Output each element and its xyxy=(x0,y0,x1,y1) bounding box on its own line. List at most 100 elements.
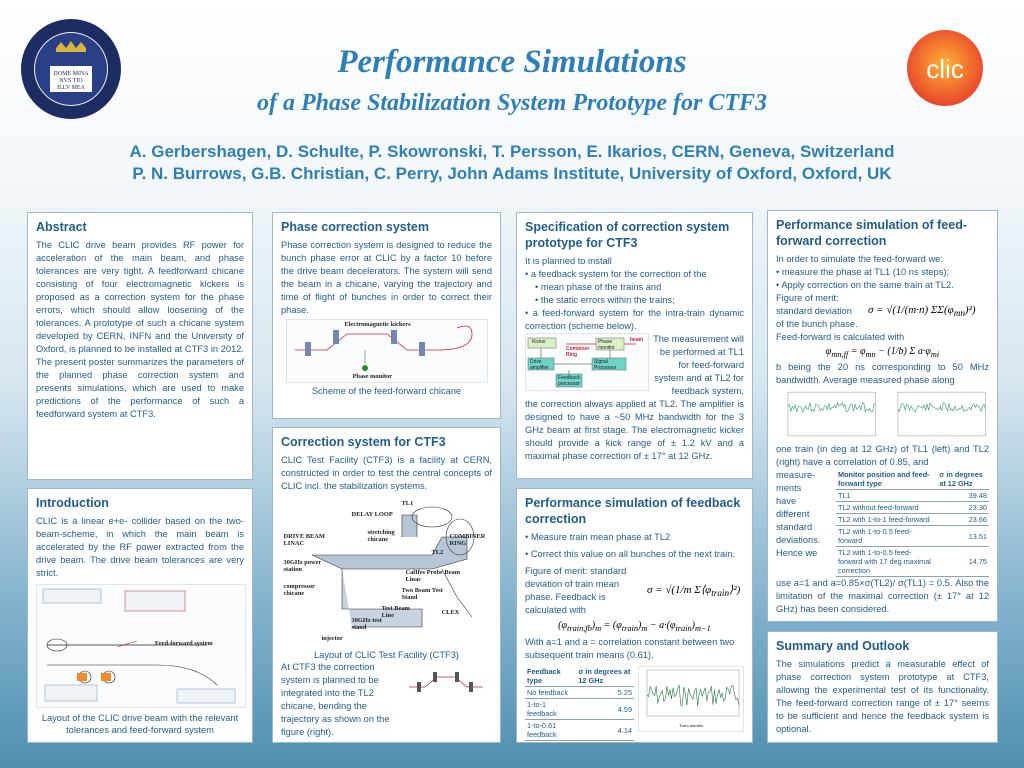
specification-bullet-1b: • the static errors within the trains; xyxy=(535,295,675,305)
introduction-panel: Introduction CLIC is a linear e+e- colli… xyxy=(27,488,253,743)
kickers-label: Electromagnetic kickers xyxy=(344,321,411,328)
specification-panel: Specification of correction system proto… xyxy=(516,212,753,479)
plot-trace xyxy=(787,401,876,413)
ctf3-label-califes: CalIfes Probe Beam Linac xyxy=(405,569,461,583)
ctf3-label-tl1: TL1 xyxy=(401,500,414,507)
feedforward-correction-formula: φmn,ff = φmn − (1/b) Σ a·φmi xyxy=(825,346,940,359)
summary-heading: Summary and Outlook xyxy=(776,639,910,653)
feedback-fom: Figure of merit: standard deviation of t… xyxy=(525,566,627,615)
diagram-feedback: Feedback processor xyxy=(558,375,580,387)
feedback-table-header: σ in degrees at 12 GHz xyxy=(576,666,634,687)
plot-trace xyxy=(897,401,986,413)
feedforward-fom-3: of the bunch phase. xyxy=(776,319,858,329)
table-row: 1-to-1 feedback 4.59 xyxy=(525,698,634,720)
table-cell: 1-to-0.61 feedback xyxy=(525,719,577,741)
diagram-ring: Combiner Ring xyxy=(566,346,590,358)
ff-table-header: σ in degrees at 12 GHz xyxy=(937,469,989,490)
chicane-scheme-figure: Electromagnetic kickers Phase monitor xyxy=(285,319,488,383)
table-cell: TL2 with 1-to-0.5 feed-forward xyxy=(836,525,938,547)
ff-table-header: Monitor position and feed-forward type xyxy=(836,469,938,490)
phase-correction-text: Phase correction system is designed to r… xyxy=(281,240,492,315)
table-cell: 13.51 xyxy=(937,525,989,547)
clic-logo: clic xyxy=(907,30,983,106)
table-row: TL2 with 1-to-0.5 feed-forward 13.51 xyxy=(836,525,989,547)
plot-frame xyxy=(897,391,986,437)
ctf3-label-30ghz-power: 30GHz power station xyxy=(283,559,322,573)
table-row: TL2 without feed-forward 23.30 xyxy=(836,501,989,514)
table-cell: 4.59 xyxy=(576,698,634,720)
svg-text:NVS TIO: NVS TIO xyxy=(59,78,83,84)
abstract-panel: Abstract The CLIC drive beam provides RF… xyxy=(27,212,253,480)
side-word: Hence we xyxy=(776,548,818,558)
feedforward-fom-1: Figure of merit: xyxy=(776,293,839,303)
feedforward-table: Monitor position and feed-forward type σ … xyxy=(836,469,989,577)
oxford-seal-logo: DOME MINA NVS TIO ILLV MEA xyxy=(21,19,121,119)
side-word: deviations. xyxy=(776,535,821,545)
phase-correction-heading: Phase correction system xyxy=(281,220,429,234)
clic-drive-beam-layout-figure: Feed-forward system xyxy=(36,584,246,708)
feedback-table-header: Feedback type xyxy=(525,666,577,687)
feedforward-text1: In order to simulate the feed-forward we… xyxy=(776,254,943,264)
feedforward-text3: use a=1 and a=0.85×σ(TL2)/ σ(TL1) = 0.5.… xyxy=(776,578,989,614)
ctf3-label-injector: injector xyxy=(321,635,343,642)
phase-monitor-label: Phase monitor xyxy=(352,373,393,380)
clic-logo-text: clic xyxy=(926,54,964,84)
side-word: different xyxy=(776,509,810,519)
table-cell: TL2 with 1-to-1 feed-forward xyxy=(836,513,938,526)
feedforward-calc: Feed-forward is calculated with xyxy=(776,332,905,342)
correction-ctf3-text: CLIC Test Facility (CTF3) is a facility … xyxy=(281,455,492,491)
feedforward-fom-2: standard deviation xyxy=(776,306,852,316)
feedforward-panel: Performance simulation of feed-forward c… xyxy=(767,210,998,622)
poster-title: Performance Simulations xyxy=(337,44,687,80)
feedback-bullet-1: • Measure train mean phase at TL2 xyxy=(525,532,671,542)
table-cell: 5.25 xyxy=(576,686,634,699)
specification-side-text: The measurement will be performed at TL1… xyxy=(653,334,744,396)
feed-forward-system-label: Feed-forward system xyxy=(155,640,213,647)
side-word: ments xyxy=(776,483,802,493)
feedback-chart-xlabel: Train number xyxy=(679,723,704,728)
introduction-caption: Layout of the CLIC drive beam with the r… xyxy=(41,713,239,735)
introduction-text: CLIC is a linear e+e- collider based on … xyxy=(36,516,244,578)
feedforward-bullet-1: • measure the phase at TL1 (10 ns steps)… xyxy=(776,267,950,277)
diagram-signal: Signal Processor xyxy=(594,359,617,371)
specification-bullet-1a: • mean phase of the trains and xyxy=(535,282,662,292)
diagram-phase-monitor: Phase monitor xyxy=(598,339,615,351)
table-cell: TL2 without feed-forward xyxy=(836,501,938,514)
correction-scheme-diagram: Kicker Phase monitor Combiner Ring beam … xyxy=(525,333,649,391)
table-cell: 4.14 xyxy=(576,719,634,741)
specification-bullet-2: • a feed-forward system for the intra-tr… xyxy=(525,308,744,331)
tl1-phase-chart xyxy=(787,391,876,437)
summary-panel: Summary and Outlook The simulations pred… xyxy=(767,631,998,743)
svg-text:ILLV MEA: ILLV MEA xyxy=(57,85,86,91)
feedback-correction-formula: (φtrain,fb)m = (φtrain)m − a·(φtrain)m−1 xyxy=(558,620,711,633)
feedback-panel: Performance simulation of feedback corre… xyxy=(516,488,753,743)
specification-heading: Specification of correction system proto… xyxy=(525,220,730,250)
ctf3-layout-figure: TL1 DELAY LOOP DRIVE BEAM LINAC 30GHz po… xyxy=(281,497,492,647)
poster-subtitle: of a Phase Stabilization System Prototyp… xyxy=(256,90,767,116)
correction-ctf3-panel: Correction system for CTF3 CLIC Test Fac… xyxy=(272,427,501,743)
phase-correction-panel: Phase correction system Phase correction… xyxy=(272,212,501,419)
feedforward-text2: one train (in deg at 12 GHz) of TL1 (lef… xyxy=(776,444,989,467)
ctf3-label-two-beam: Two Beam Test Stand xyxy=(401,587,443,601)
feedforward-sigma-formula: σ = √(1/(m·n) ΣΣ(φmn)²) xyxy=(868,304,976,319)
feedforward-b-text: b being the 20 ns corresponding to 50 MH… xyxy=(776,362,989,385)
tl2-chicane-figure xyxy=(409,672,483,692)
plot-frame xyxy=(787,391,876,437)
table-cell: 23.30 xyxy=(937,501,989,514)
diagram-kicker: Kicker xyxy=(532,339,546,345)
ctf3-label-tl2: TL2 xyxy=(431,549,444,556)
specification-intro: It is planned to install xyxy=(525,256,612,266)
introduction-heading: Introduction xyxy=(36,496,109,510)
table-row: TL2 with 1-to-1 feed-forward 23.66 xyxy=(836,513,989,526)
table-cell: 14.75 xyxy=(937,546,989,577)
side-word: standard xyxy=(776,522,813,532)
feedforward-heading: Performance simulation of feed-forward c… xyxy=(776,218,968,248)
ctf3-label-compressor: compressor chicane xyxy=(283,583,315,597)
authors-oxford: P. N. Burrows, G.B. Christian, C. Perry,… xyxy=(132,164,892,183)
table-cell: TL1 xyxy=(836,489,938,502)
ctf3-label-stretching: stretching chicane xyxy=(367,529,395,543)
table-row: No feedback 5.25 xyxy=(525,686,634,699)
ctf3-label-test-beam-line: Test Beam Line xyxy=(381,605,410,619)
ctf3-label-clex: CLEX xyxy=(441,609,460,616)
side-word: have xyxy=(776,496,797,506)
